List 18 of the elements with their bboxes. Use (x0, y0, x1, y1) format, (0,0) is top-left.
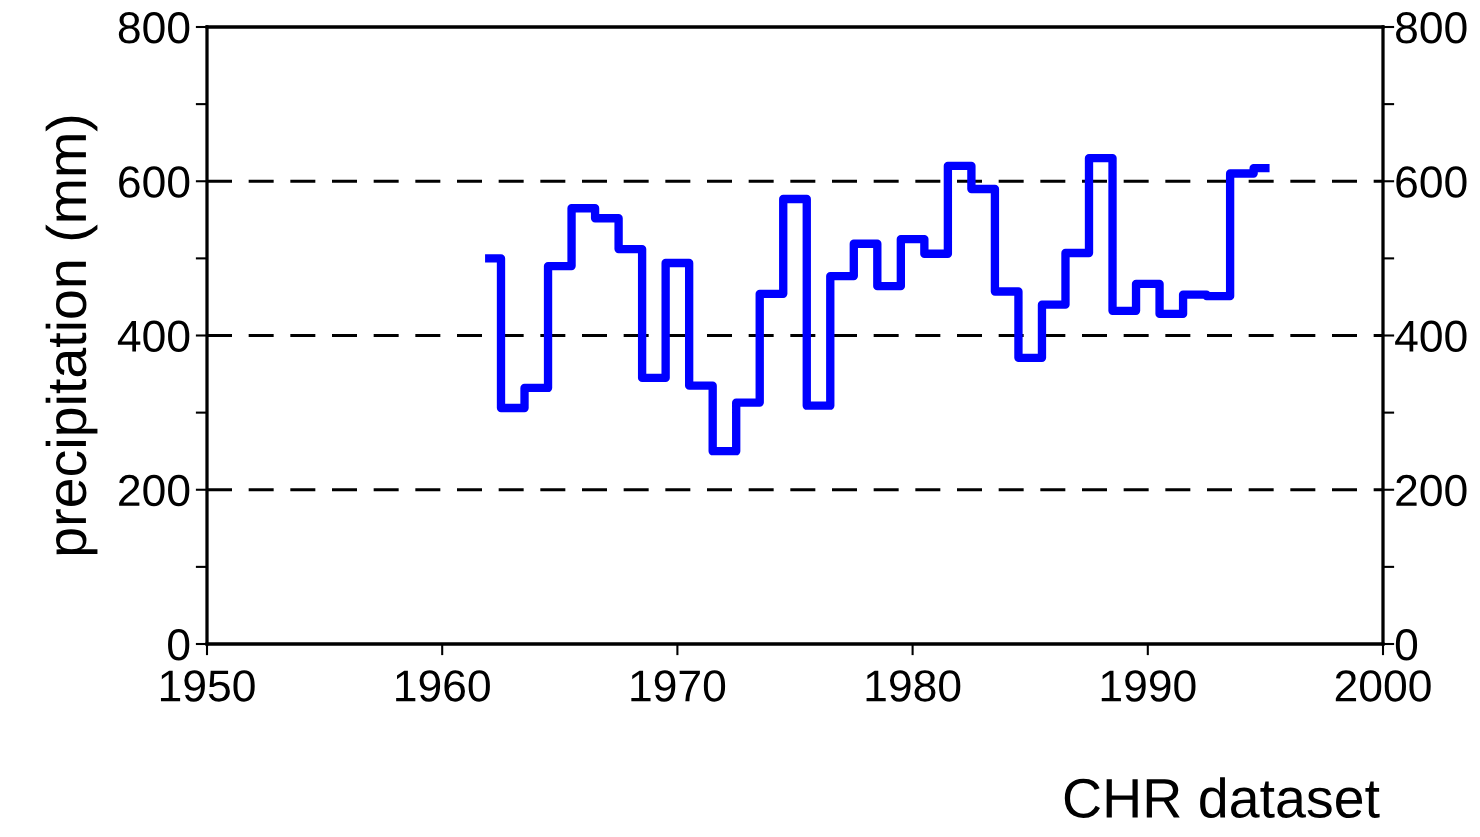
x-tick-label: 1960 (396, 670, 490, 702)
y-tick-label: 0 (168, 629, 190, 661)
y-tick-label: 600 (119, 166, 190, 198)
y2-tick-label: 800 (1396, 12, 1467, 44)
x-tick-label: 1970 (631, 670, 726, 702)
y-axis-title: precipitation (mm) (45, 116, 98, 555)
text: CHR dataset (1064, 777, 1380, 819)
y-tick-label: 800 (118, 12, 190, 44)
x-tick-label: 1950 (160, 670, 255, 702)
y2-tick-label: 400 (1395, 320, 1467, 353)
x-tick-label: 1980 (866, 670, 961, 702)
x-tick-label: 2000 (1335, 670, 1431, 702)
y2-tick-label: 600 (1396, 166, 1467, 198)
y-tick-label: 400 (117, 320, 190, 353)
y2-tick-label: 200 (1396, 474, 1467, 507)
x-tick-label: 1990 (1101, 670, 1196, 702)
y-tick-label: 200 (119, 474, 190, 507)
y2-tick-label: 0 (1395, 629, 1418, 661)
